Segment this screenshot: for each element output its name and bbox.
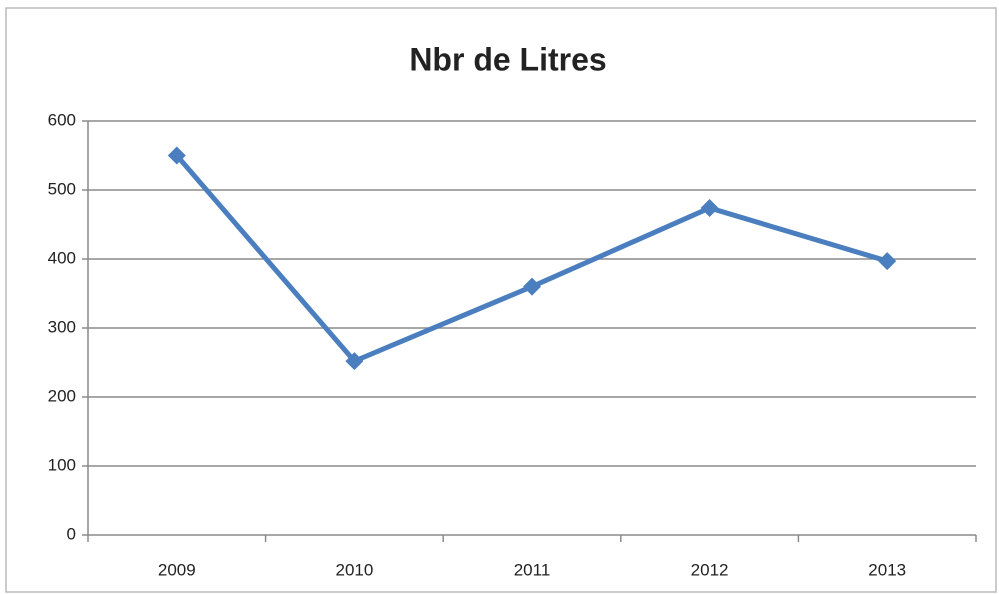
marker [878,252,897,271]
marker [523,277,541,296]
marker [345,352,364,371]
y-tick-label: 500 [48,179,76,198]
y-tick-label: 0 [67,524,76,543]
x-tick-label: 2011 [514,560,551,579]
x-tick-label: 2012 [691,560,729,579]
y-tick-label: 300 [48,317,76,336]
x-tick-label: 2010 [335,560,373,579]
y-tick-label: 600 [48,110,76,129]
chart-title: Nbr de Litres [409,41,606,77]
y-tick-label: 100 [48,455,76,474]
y-tick-label: 200 [48,386,76,405]
marker [167,146,186,165]
marker [700,198,719,217]
x-tick-label: 2009 [158,560,196,579]
y-tick-label: 400 [48,248,76,267]
x-tick-label: 2013 [868,560,906,579]
